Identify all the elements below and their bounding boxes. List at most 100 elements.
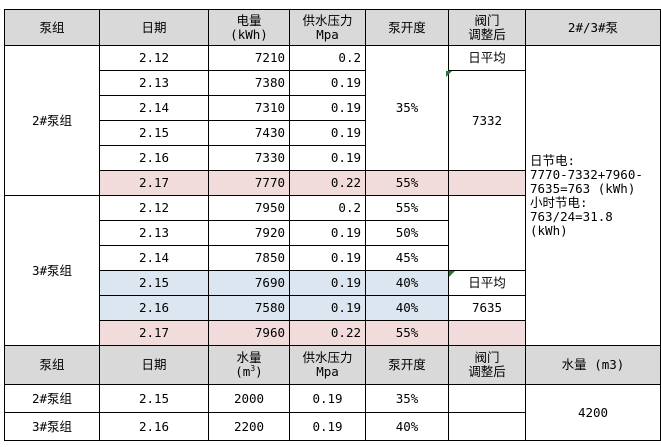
pump2-opening-cell[interactable]: 35% <box>365 45 449 171</box>
date-cell[interactable]: 2.12 <box>99 195 209 221</box>
power-cell[interactable]: 7430 <box>208 120 290 146</box>
date-cell[interactable]: 2.14 <box>99 95 209 121</box>
valve-cell[interactable] <box>448 320 526 346</box>
valve-cell[interactable] <box>448 170 526 196</box>
pump3-avg-value[interactable]: 7635 <box>448 295 526 321</box>
date-cell[interactable]: 2.13 <box>99 220 209 246</box>
table-row: 2.13 7380 0.19 7332 <box>5 70 661 171</box>
power-label: 电量 <box>236 12 262 28</box>
pump3-avg-label[interactable]: 日平均 <box>448 270 526 296</box>
table-row: 3#泵组 2.16 2200 0.19 40% <box>4 412 661 441</box>
table-row: 2.15 7430 0.19 <box>5 120 661 146</box>
table-row: 2.13 7920 0.19 50% <box>5 220 661 246</box>
opening-cell[interactable]: 55% <box>365 195 449 221</box>
opening-cell[interactable]: 55% <box>365 170 449 196</box>
savings-note[interactable]: 日节电: 7770-7332+7960- 7635=763 (kWh) 小时节电… <box>525 45 661 346</box>
water-unit: (m3) <box>235 363 263 379</box>
table-row: 2.14 7310 0.19 <box>5 95 661 121</box>
opening-cell[interactable]: 50% <box>365 220 449 246</box>
note-line: 小时节电: <box>530 194 588 210</box>
date-cell[interactable]: 2.17 <box>99 170 209 196</box>
opening-cell[interactable]: 40% <box>365 412 449 441</box>
col-water-header[interactable]: 水量 (m3) <box>208 345 290 385</box>
valve-cell[interactable] <box>448 412 526 441</box>
note-line: 7770-7332+7960- <box>530 166 643 182</box>
power-cell[interactable]: 7380 <box>208 70 290 96</box>
pressure-cell[interactable]: 0.19 <box>289 270 366 296</box>
col-group-header[interactable]: 泵组 <box>4 9 100 46</box>
power-cell[interactable]: 7950 <box>208 195 290 221</box>
pressure-cell[interactable]: 0.19 <box>289 120 366 146</box>
pressure-unit: Mpa <box>316 364 339 379</box>
col-opening-header[interactable]: 泵开度 <box>365 345 449 385</box>
power-cell[interactable]: 7580 <box>208 295 290 321</box>
power-cell[interactable]: 7850 <box>208 245 290 271</box>
date-cell[interactable]: 2.16 <box>99 295 209 321</box>
pressure-cell[interactable]: 0.2 <box>289 45 366 71</box>
power-cell[interactable]: 7770 <box>208 170 290 196</box>
avg-label-text: 日平均 <box>468 275 506 290</box>
pressure-cell[interactable]: 0.19 <box>289 245 366 271</box>
col-power-header[interactable]: 电量 (kWh) <box>208 9 290 46</box>
pressure-cell[interactable]: 0.22 <box>289 320 366 346</box>
valve-cell[interactable] <box>448 384 526 413</box>
power-cell[interactable]: 7690 <box>208 270 290 296</box>
power-cell[interactable]: 7920 <box>208 220 290 246</box>
opening-cell[interactable]: 55% <box>365 320 449 346</box>
valve-cell[interactable] <box>448 195 526 271</box>
power-cell[interactable]: 7960 <box>208 320 290 346</box>
power-cell[interactable]: 7330 <box>208 145 290 171</box>
date-cell[interactable]: 2.13 <box>99 70 209 96</box>
col-valve-header[interactable]: 阀门 调整后 <box>448 9 526 46</box>
group-cell[interactable]: 3#泵组 <box>4 412 100 441</box>
opening-cell[interactable]: 35% <box>365 384 449 413</box>
pump3-group-cell[interactable]: 3#泵组 <box>4 195 100 346</box>
pump2-avg-label[interactable]: 日平均 <box>448 45 526 71</box>
date-cell[interactable]: 2.16 <box>99 412 209 441</box>
water-cell[interactable]: 2200 <box>208 412 290 441</box>
table-row-highlighted: 2.16 7580 0.19 40% 7635 <box>5 295 661 321</box>
col-group-header[interactable]: 泵组 <box>4 345 100 385</box>
pressure-cell[interactable]: 0.19 <box>289 412 366 441</box>
opening-cell[interactable]: 45% <box>365 245 449 271</box>
date-cell[interactable]: 2.16 <box>99 145 209 171</box>
col-pumps-header[interactable]: 2#/3#泵 <box>525 9 661 46</box>
pressure-cell[interactable]: 0.19 <box>289 220 366 246</box>
water-total-cell[interactable]: 4200 <box>525 384 661 441</box>
date-cell[interactable]: 2.12 <box>99 45 209 71</box>
pump2-group-cell[interactable]: 2#泵组 <box>4 45 100 196</box>
date-cell[interactable]: 2.17 <box>99 320 209 346</box>
pressure-label: 供水压力 <box>302 350 353 365</box>
col-water-total-header[interactable]: 水量 (m3) <box>525 345 661 385</box>
power-cell[interactable]: 7310 <box>208 95 290 121</box>
col-date-header[interactable]: 日期 <box>99 9 209 46</box>
table-row-highlighted: 2.15 7690 0.19 40% 日平均 <box>5 270 661 296</box>
power-unit: (kWh) <box>230 26 268 42</box>
pump2-avg-value[interactable]: 7332 <box>448 70 526 171</box>
col-pressure-header[interactable]: 供水压力 Mpa <box>289 9 366 46</box>
water-cell[interactable]: 2000 <box>208 384 290 413</box>
date-cell[interactable]: 2.15 <box>99 120 209 146</box>
opening-cell[interactable]: 40% <box>365 295 449 321</box>
pressure-cell[interactable]: 0.19 <box>289 295 366 321</box>
pressure-cell[interactable]: 0.19 <box>289 70 366 96</box>
opening-cell[interactable]: 40% <box>365 270 449 296</box>
col-valve-header[interactable]: 阀门 调整后 <box>448 345 526 385</box>
header-row: 泵组 日期 电量 (kWh) 供水压力 Mpa 泵开度 阀门 调整后 2#/3#泵 <box>4 9 661 46</box>
pressure-cell[interactable]: 0.2 <box>289 195 366 221</box>
col-opening-header[interactable]: 泵开度 <box>365 9 449 46</box>
date-cell[interactable]: 2.14 <box>99 245 209 271</box>
pressure-cell[interactable]: 0.19 <box>289 384 366 413</box>
col-date-header[interactable]: 日期 <box>99 345 209 385</box>
pressure-label: 供水压力 <box>302 12 353 28</box>
col-pressure-header[interactable]: 供水压力 Mpa <box>289 345 366 385</box>
group-cell[interactable]: 2#泵组 <box>4 384 100 413</box>
header-row-2: 泵组 日期 水量 (m3) 供水压力 Mpa 泵开度 阀门 调整后 水量 (m3) <box>4 345 661 385</box>
pressure-cell[interactable]: 0.19 <box>289 145 366 171</box>
date-cell[interactable]: 2.15 <box>99 270 209 296</box>
valve-label: 阀门 <box>474 350 500 365</box>
power-cell[interactable]: 7210 <box>208 45 290 71</box>
pressure-cell[interactable]: 0.22 <box>289 170 366 196</box>
date-cell[interactable]: 2.15 <box>99 384 209 413</box>
pressure-cell[interactable]: 0.19 <box>289 95 366 121</box>
